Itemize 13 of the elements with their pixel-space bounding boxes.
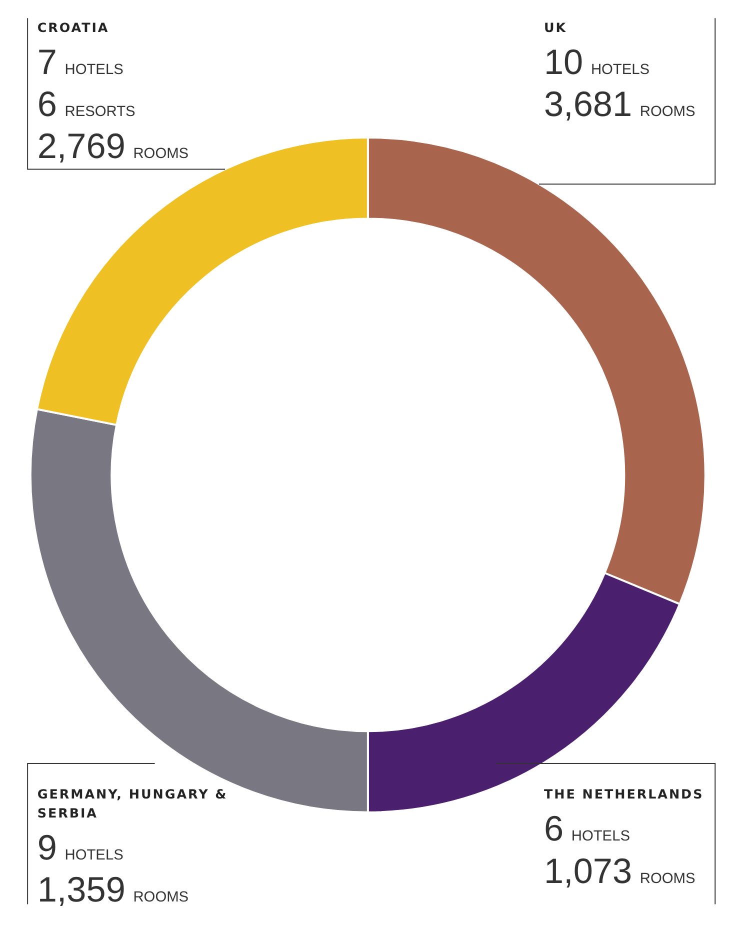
data-label: 6 HOTELS xyxy=(544,810,630,849)
text: 1,073 ROOMS xyxy=(544,852,696,891)
text: 2,769 ROOMS xyxy=(37,127,189,166)
slice-label: UK xyxy=(544,20,568,35)
text: 3,681 ROOMS xyxy=(544,84,696,124)
data-label: 9 HOTELS xyxy=(37,828,124,868)
text: 1,359 ROOMS xyxy=(37,870,189,910)
data-label: 10 HOTELS xyxy=(544,42,650,82)
text: 6 RESORTS xyxy=(37,84,136,124)
slice-label: GERMANY, HUNGARY & SERBIA xyxy=(37,786,228,820)
data-label: 7 HOTELS xyxy=(37,42,124,82)
slice-label: THE NETHERLANDS xyxy=(544,786,704,802)
slice-label: CROATIA xyxy=(37,20,110,35)
